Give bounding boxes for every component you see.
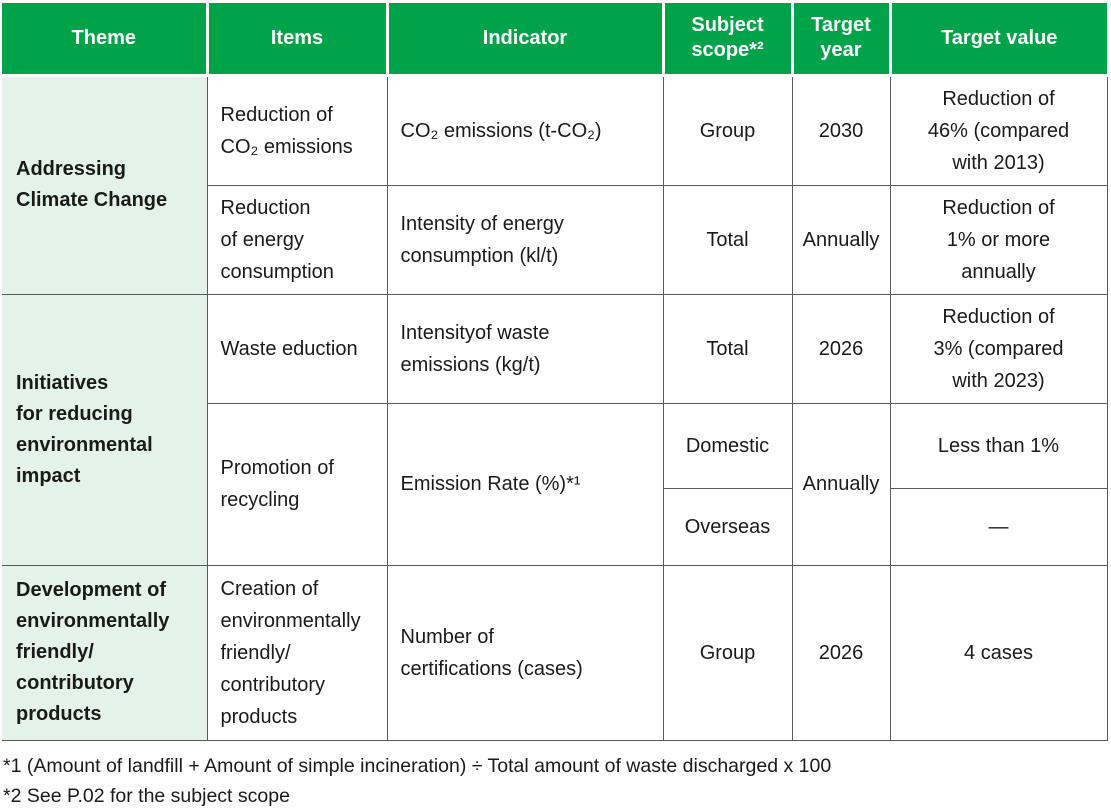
- header-subject-scope: Subject scope*²: [663, 3, 794, 77]
- header-theme: Theme: [2, 3, 209, 77]
- theme-cell-climate-change: Addressing Climate Change: [2, 74, 208, 295]
- scope-cell: Domestic: [662, 402, 793, 489]
- value-cell: Less than 1%: [889, 402, 1108, 489]
- value-cell: 4 cases: [889, 564, 1108, 741]
- table-row: Reduction of energy consumption Intensit…: [2, 184, 1108, 295]
- item-cell-recycling: Promotion of recycling: [206, 402, 388, 566]
- year-cell: Annually: [791, 184, 891, 295]
- item-cell-eco-products-creation: Creation of environmentally friendly/ co…: [206, 564, 388, 741]
- indicator-cell-certifications: Number of certifications (cases): [386, 564, 664, 741]
- scope-cell: Total: [662, 293, 793, 404]
- value-cell: Reduction of 46% (compared with 2013): [889, 74, 1108, 186]
- indicator-cell-emission-rate: Emission Rate (%)*¹: [386, 402, 664, 566]
- header-row: Theme Items Indicator Subject scope*² Ta…: [2, 3, 1107, 77]
- value-cell: —: [889, 487, 1108, 566]
- header-target-year: Target year: [792, 3, 892, 77]
- table-row: Overseas —: [2, 487, 1108, 566]
- item-cell-energy-reduction: Reduction of energy consumption: [206, 184, 388, 295]
- indicator-cell-waste-intensity: Intensityof waste emissions (kg/t): [386, 293, 664, 404]
- table-row: Addressing Climate Change Reduction of C…: [2, 74, 1108, 295]
- theme-cell-environmental-impact: Initiatives for reducing environmental i…: [2, 293, 208, 566]
- table-row: Initiatives for reducing environmental i…: [2, 293, 1108, 566]
- scope-cell: Total: [662, 184, 793, 295]
- theme-cell-eco-products: Development of environmentally friendly/…: [2, 564, 208, 741]
- table-row: Development of environmentally friendly/…: [2, 564, 1108, 741]
- header-target-value: Target value: [890, 3, 1107, 77]
- header-indicator: Indicator: [387, 3, 665, 77]
- footnote-emission-rate-formula: *1 (Amount of landfill + Amount of simpl…: [3, 754, 832, 777]
- year-cell: 2030: [791, 74, 891, 186]
- scope-cell: Group: [662, 564, 793, 741]
- year-cell: 2026: [791, 564, 891, 741]
- value-cell: Reduction of 1% or more annually: [889, 184, 1108, 295]
- header-items: Items: [207, 3, 389, 77]
- year-cell: Annually: [791, 402, 891, 566]
- item-cell-waste-reduction: Waste eduction: [206, 293, 388, 404]
- indicator-cell-energy-intensity: Intensity of energy consumption (kl/t): [386, 184, 664, 295]
- environmental-targets-table: Theme Items Indicator Subject scope*² Ta…: [2, 3, 1108, 741]
- footnotes: *1 (Amount of landfill + Amount of simpl…: [2, 751, 1111, 811]
- scope-cell: Overseas: [662, 487, 793, 566]
- year-cell: 2026: [791, 293, 891, 404]
- value-cell: Reduction of 3% (compared with 2023): [889, 293, 1108, 404]
- item-cell-co2-reduction: Reduction of CO₂ emissions: [206, 74, 388, 186]
- indicator-cell-co2-emissions: CO₂ emissions (t-CO₂): [386, 74, 664, 186]
- scope-cell: Group: [662, 74, 793, 186]
- footnote-subject-scope-reference: *2 See P.02 for the subject scope: [3, 784, 290, 807]
